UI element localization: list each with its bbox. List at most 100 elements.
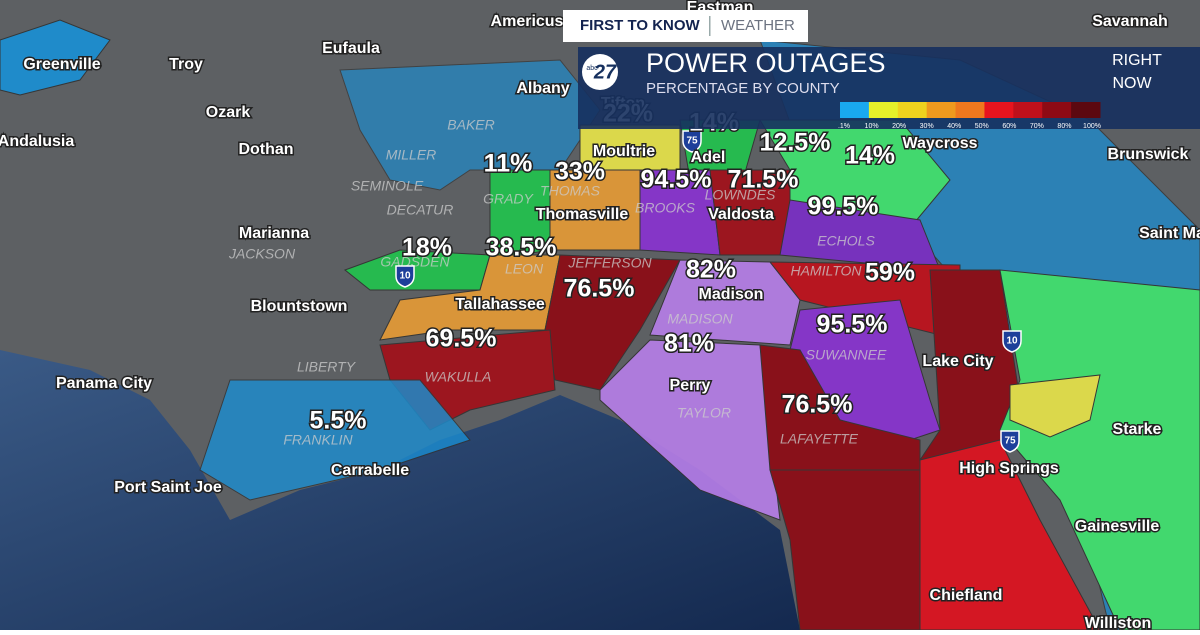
legend: .1% 10% 20% 30% 40% 50% 60% 70% 80% 100% [838, 102, 1101, 130]
highway-number: 75 [1004, 436, 1016, 447]
city-label: Greenville [23, 56, 100, 73]
county-label: SEMINOLE [351, 178, 424, 194]
outage-label: 11% [484, 150, 533, 178]
highway-shield [1002, 330, 1022, 353]
county-label: LAFAYETTE [780, 431, 859, 447]
city-label: Starke [1113, 421, 1162, 438]
county-label: LOWNDES [705, 187, 776, 203]
city-label: Blountstown [251, 298, 348, 315]
highway-number: 10 [1006, 336, 1018, 347]
legend-swatch [868, 102, 899, 118]
city-label: High Springs [959, 460, 1059, 477]
legend-swatch [1013, 102, 1043, 118]
highway-number: 75 [686, 136, 698, 147]
legend-swatch [840, 102, 870, 118]
city-label: Adel [691, 149, 726, 166]
tab-label: FIRST TO KNOW [580, 17, 701, 34]
city-label: Troy [169, 56, 203, 73]
legend-label: 60% [1002, 123, 1016, 130]
city-label: Thomasville [536, 206, 629, 223]
county-label: HAMILTON [790, 263, 862, 279]
city-label: Waycross [903, 135, 978, 152]
highway-shield [682, 130, 702, 153]
title: POWER OUTAGES [646, 48, 886, 78]
tab-bar: FIRST TO KNOW WEATHER [563, 10, 808, 42]
highway-shield [395, 265, 415, 288]
logo-channel: 27 [593, 61, 617, 83]
outage-label: 12.5% [760, 129, 831, 157]
city-label: Eufaula [322, 40, 380, 57]
outage-label: 94.5% [641, 166, 712, 194]
city-label: Chiefland [930, 587, 1003, 604]
county-label: MILLER [386, 147, 437, 163]
city-label: Williston [1085, 615, 1152, 630]
legend-label: 40% [947, 123, 961, 130]
city-label: Madison [699, 286, 764, 303]
outage-label: 5.5% [310, 407, 367, 435]
legend-swatch [984, 102, 1014, 118]
outage-label: 14% [845, 142, 895, 170]
county-label: LEON [505, 261, 544, 277]
outage-label: 76.5% [564, 275, 635, 303]
county-label: TAYLOR [677, 405, 731, 421]
highway-shield [1000, 430, 1020, 453]
county-label: FRANKLIN [283, 432, 353, 448]
outage-label: 38.5% [486, 234, 557, 262]
legend-swatch [955, 102, 985, 118]
county-label: MADISON [667, 311, 733, 327]
city-label: Americus [491, 13, 564, 30]
outage-label: 82% [686, 256, 736, 284]
legend-label: 70% [1030, 123, 1044, 130]
outage-label: 18% [402, 234, 452, 262]
county-label: GRADY [483, 191, 534, 207]
city-label: Perry [670, 377, 711, 394]
outage-label: 33% [555, 158, 605, 186]
city-label: Brunswick [1108, 146, 1189, 163]
county-label: JACKSON [228, 246, 296, 262]
legend-label: 10% [865, 123, 879, 130]
logo-network: abc [586, 65, 598, 72]
county-label: SUWANNEE [806, 347, 887, 363]
gulf [0, 350, 800, 630]
city-label: Savannah [1092, 13, 1168, 30]
outage-label: 76.5% [782, 391, 853, 419]
city-label: Panama City [56, 375, 152, 392]
county-label: WAKULLA [425, 369, 492, 385]
outage-label: 59% [865, 259, 915, 287]
city-label: Moultrie [593, 143, 655, 160]
legend-label: 80% [1057, 123, 1071, 130]
county-label: LIBERTY [297, 359, 357, 375]
city-label: Port Saint Joe [114, 479, 222, 496]
outage-label: 71.5% [728, 166, 799, 194]
legend-label: 50% [975, 123, 989, 130]
city-label: Albany [516, 80, 569, 97]
city-label: Ozark [206, 104, 251, 121]
legend-label: 20% [892, 123, 906, 130]
county-label: THOMAS [540, 183, 601, 199]
legend-label: 30% [920, 123, 934, 130]
legend-swatch [897, 102, 928, 118]
legend-swatch [926, 102, 957, 118]
legend-label: .1% [838, 123, 850, 130]
counties [0, 19, 1200, 631]
city-label: Andalusia [0, 133, 74, 150]
county-label: BROOKS [635, 200, 696, 216]
city-label: Carrabelle [331, 462, 409, 479]
city-label: Valdosta [708, 206, 774, 223]
subtitle: PERCENTAGE BY COUNTY [646, 80, 840, 97]
city-label: Lake City [922, 353, 993, 370]
outage-label: 99.5% [808, 193, 879, 221]
county-label: ECHOLS [817, 233, 875, 249]
county-label: JEFFERSON [567, 255, 652, 271]
outage-label: 95.5% [817, 311, 888, 339]
tab-label: WEATHER [721, 17, 795, 34]
city-label: Dothan [238, 141, 293, 158]
county-label: BAKER [447, 117, 494, 133]
status: NOW [1112, 75, 1152, 92]
city-label: Tallahassee [455, 296, 545, 313]
highway-number: 10 [399, 271, 411, 282]
status: RIGHT [1112, 52, 1162, 69]
city-label: Marianna [239, 225, 309, 242]
city-label: Gainesville [1075, 518, 1160, 535]
